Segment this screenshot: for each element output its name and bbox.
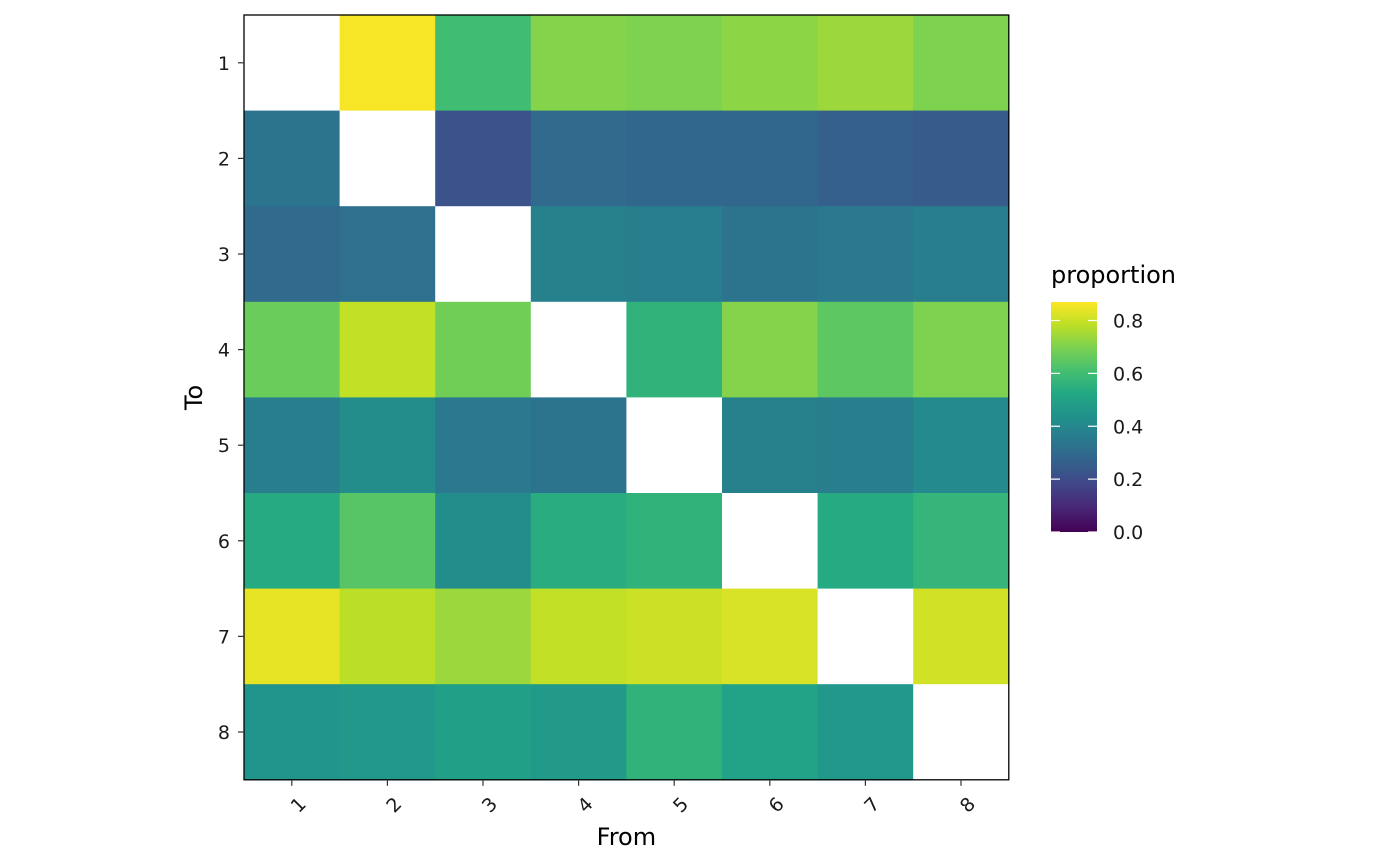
heatmap-cell [244, 684, 341, 781]
heatmap-cell [530, 588, 627, 685]
heatmap-cell [722, 110, 819, 207]
heatmap-cell [435, 110, 532, 207]
heatmap-cell [817, 15, 914, 112]
heatmap-cell [530, 397, 627, 494]
color-legend: proportion 0.0 0.2 0.4 0.6 0.8 [1051, 261, 1176, 544]
heatmap-cell [530, 15, 627, 112]
legend-tick-label: 0.8 [1113, 311, 1143, 333]
heatmap-cell [244, 15, 341, 112]
heatmap-cell [435, 206, 532, 303]
y-tick-label: 2 [218, 148, 230, 170]
heatmap-cell [817, 206, 914, 303]
heatmap-cell [913, 684, 1010, 781]
x-tick-label: 8 [956, 793, 980, 817]
heatmap-cell [435, 397, 532, 494]
y-axis-title: To [180, 385, 208, 411]
heatmap-cell [244, 588, 341, 685]
legend-title: proportion [1051, 261, 1176, 289]
legend-tick-label: 0.0 [1113, 522, 1143, 544]
heatmap-cell [244, 397, 341, 494]
x-tick-label: 7 [860, 793, 884, 817]
heatmap-cell [626, 110, 723, 207]
legend-tick-label: 0.2 [1113, 469, 1143, 491]
heatmap-cell [626, 15, 723, 112]
heatmap-cell [339, 684, 436, 781]
legend-colorbar [1051, 302, 1097, 532]
heatmap-cell [913, 397, 1010, 494]
heatmap-cell [435, 301, 532, 398]
heatmap-cell [339, 588, 436, 685]
y-tick-label: 6 [218, 531, 230, 553]
heatmap-cell [530, 301, 627, 398]
heatmap-cell [626, 684, 723, 781]
heatmap-cell [244, 110, 341, 207]
heatmap-cell [913, 110, 1010, 207]
heatmap-cell [722, 588, 819, 685]
heatmap-cell [913, 301, 1010, 398]
y-tick-label: 1 [218, 53, 230, 75]
heatmap-cell [435, 684, 532, 781]
heatmap-cell [913, 588, 1010, 685]
legend-tick-label: 0.4 [1113, 416, 1143, 438]
y-tick-label: 5 [218, 435, 230, 457]
heatmap-cell [626, 588, 723, 685]
heatmap-cell [722, 301, 819, 398]
heatmap-cell [339, 206, 436, 303]
heatmap-cell [339, 493, 436, 590]
heatmap-cell [817, 588, 914, 685]
x-tick-label: 1 [287, 793, 311, 817]
heatmap-cell [722, 206, 819, 303]
y-tick-label: 8 [218, 722, 230, 744]
heatmap-cell [722, 493, 819, 590]
heatmap-cell [339, 397, 436, 494]
y-tick-label: 7 [218, 626, 230, 648]
legend-tick-label: 0.6 [1113, 363, 1143, 385]
heatmap-cell [817, 493, 914, 590]
heatmap-cell [339, 301, 436, 398]
heatmap-cell [435, 588, 532, 685]
x-tick-label: 5 [669, 793, 693, 817]
heatmap-cell [817, 684, 914, 781]
heatmap-cell [339, 110, 436, 207]
heatmap-cell [244, 301, 341, 398]
heatmap-cell [530, 684, 627, 781]
x-axis-title: From [597, 823, 656, 851]
x-tick-label: 2 [382, 793, 406, 817]
x-tick-label: 3 [478, 793, 502, 817]
heatmap-cell [722, 397, 819, 494]
heatmap-cell [817, 301, 914, 398]
heatmap-cell [435, 15, 532, 112]
heatmap-cell [244, 206, 341, 303]
y-tick-label: 3 [218, 244, 230, 266]
heatmap-cell [626, 206, 723, 303]
y-tick-label: 4 [218, 340, 230, 362]
heatmap-cell [339, 15, 436, 112]
heatmap-cell [913, 493, 1010, 590]
y-axis: 1 2 3 4 5 6 7 8 [218, 53, 244, 744]
heatmap-cell [244, 493, 341, 590]
heatmap-cell [530, 110, 627, 207]
heatmap-cell [626, 301, 723, 398]
panel-border [243, 14, 1010, 781]
heatmap-cell [913, 15, 1010, 112]
heatmap-cell [530, 493, 627, 590]
x-tick-label: 6 [765, 793, 789, 817]
heatmap-cell [722, 684, 819, 781]
heatmap-cell [626, 397, 723, 494]
x-axis: 1 2 3 4 5 6 7 8 [287, 779, 980, 817]
heatmap-cell [913, 206, 1010, 303]
heatmap-cell [435, 493, 532, 590]
legend-ticks: 0.0 0.2 0.4 0.6 0.8 [1051, 311, 1143, 544]
heatmap-cell [530, 206, 627, 303]
x-tick-label: 4 [573, 793, 597, 817]
heatmap-cells [244, 15, 1010, 781]
heatmap-cell [626, 493, 723, 590]
heatmap-cell [817, 110, 914, 207]
heatmap-cell [722, 15, 819, 112]
heatmap-cell [817, 397, 914, 494]
